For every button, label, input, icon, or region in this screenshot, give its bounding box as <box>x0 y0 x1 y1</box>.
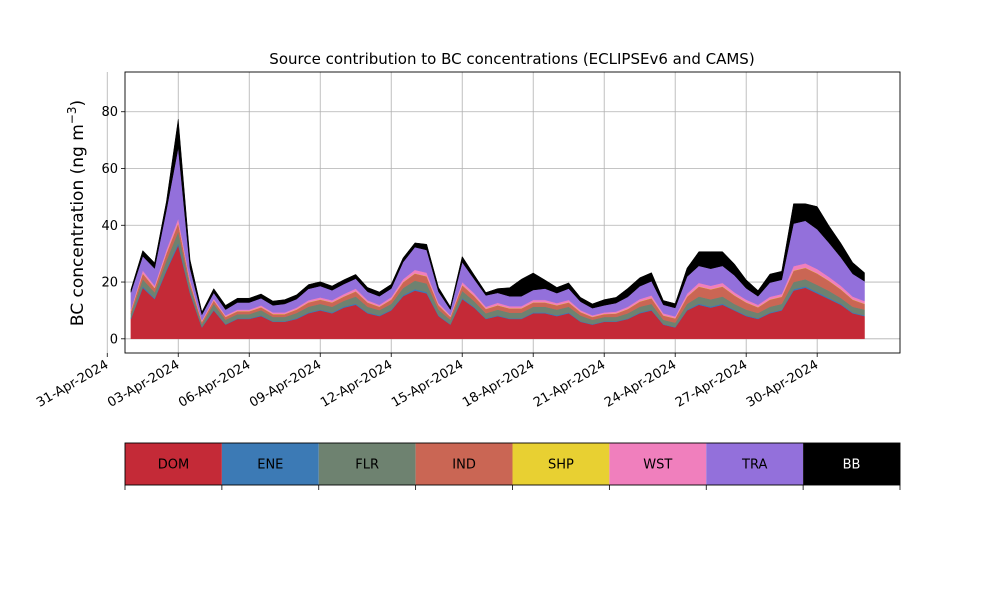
y-axis-label: BC concentration (ng m−3) <box>65 100 88 326</box>
legend-label-shp: SHP <box>548 458 574 473</box>
y-tick-label: 40 <box>101 219 118 234</box>
legend-colorbar: DOM ENE FLR IND SHP WST TRA BB <box>124 442 901 490</box>
legend-label-ene: ENE <box>257 458 283 473</box>
legend-swatch-dom <box>125 443 222 485</box>
legend-swatch-ind <box>415 443 513 485</box>
legend-swatch-tra <box>706 443 804 485</box>
chart-title: Source contribution to BC concentrations… <box>269 50 754 68</box>
y-tick-label: 20 <box>101 276 118 291</box>
y-tick-label: 60 <box>101 162 118 177</box>
legend-label-bb: BB <box>843 458 861 473</box>
legend-label-tra: TRA <box>741 458 767 473</box>
legend-swatch-ene <box>221 443 319 485</box>
legend-label-ind: IND <box>452 458 476 473</box>
area-bb <box>130 119 865 316</box>
y-axis-label-main: BC concentration (ng m <box>68 124 88 326</box>
y-tick-label: 80 <box>101 105 118 120</box>
y-tick-label: 0 <box>110 332 118 347</box>
y-axis-label-close: ) <box>68 100 88 107</box>
legend-swatch-wst <box>609 443 707 485</box>
legend-label-dom: DOM <box>158 458 189 473</box>
stacked-areas <box>130 119 865 340</box>
legend-swatch-shp <box>512 443 610 485</box>
y-ticks: 0 20 40 60 80 <box>101 105 125 347</box>
plot-frame <box>124 71 901 354</box>
y-axis-label-exponent: −3 <box>65 106 79 124</box>
legend-label-wst: WST <box>643 458 672 473</box>
legend-label-flr: FLR <box>355 458 379 473</box>
axes <box>124 71 901 354</box>
legend-swatch-bb <box>803 443 900 485</box>
legend-swatch-flr <box>318 443 416 485</box>
